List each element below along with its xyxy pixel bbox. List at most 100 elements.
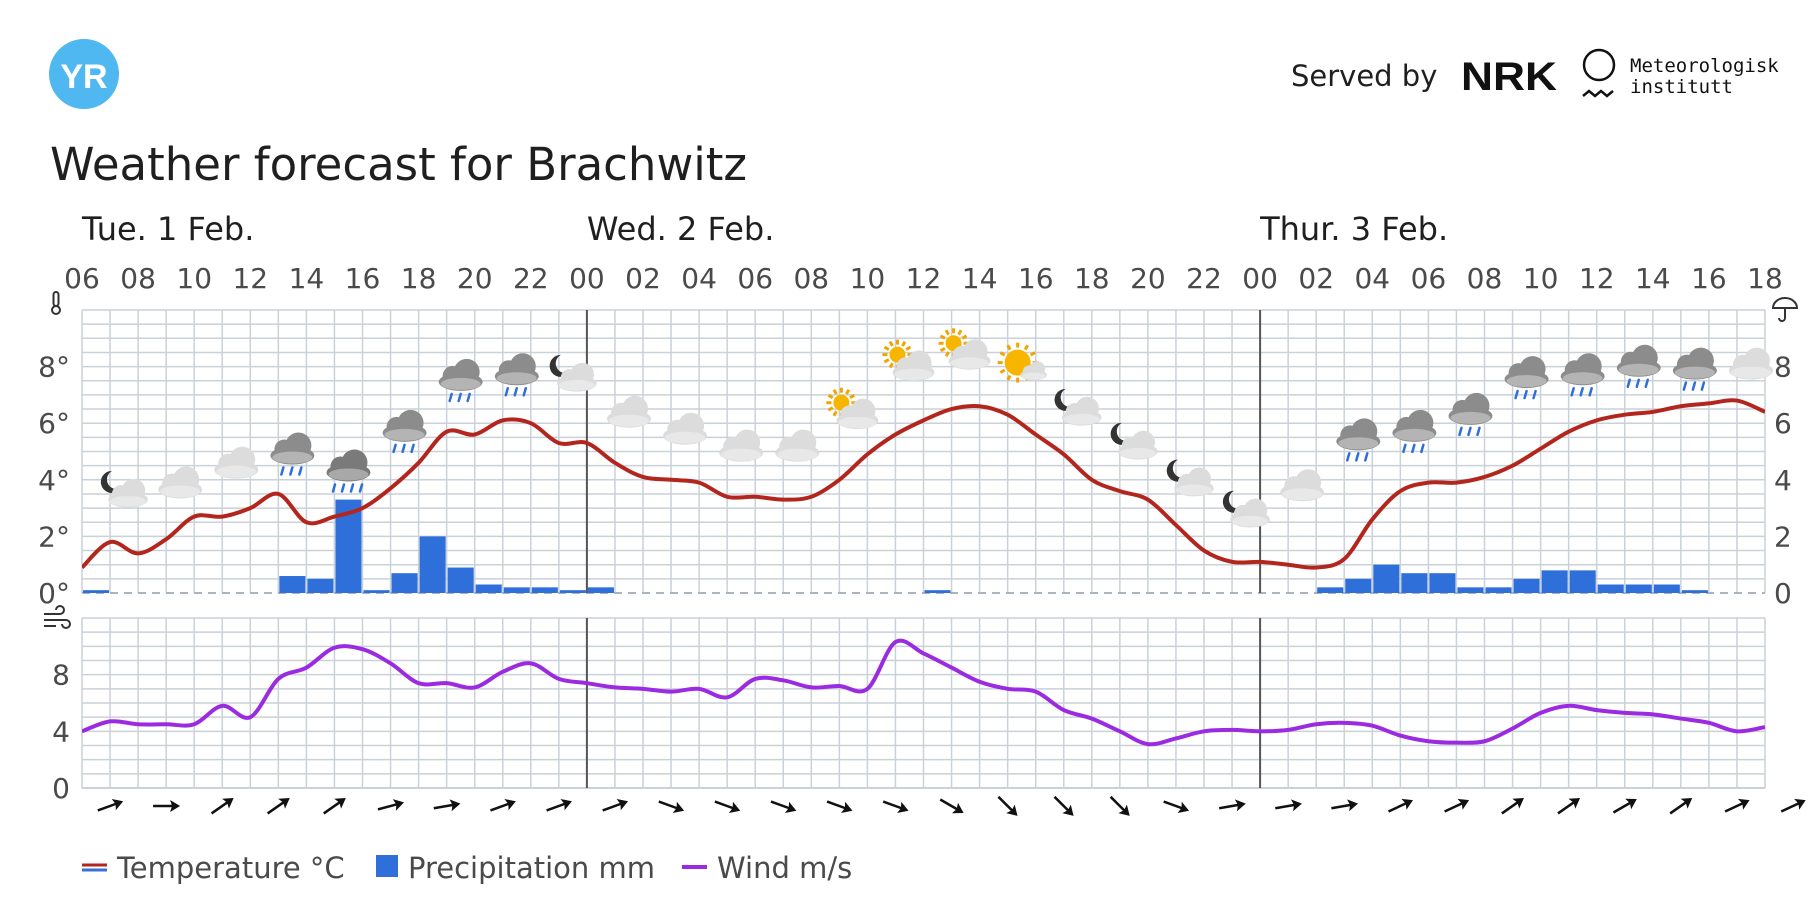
cloud-part — [229, 446, 256, 473]
cloud-part — [328, 468, 369, 481]
cloud-part — [1063, 413, 1100, 425]
met-logo-circle — [1582, 48, 1616, 82]
cloud-shape — [663, 412, 708, 445]
weather-symbol-partly-cloudy-night — [1110, 422, 1158, 460]
cloud-part — [1187, 467, 1212, 491]
yr-logo[interactable]: YR — [49, 39, 119, 109]
arrow-head — [1680, 797, 1693, 809]
weather-symbol-rain — [1336, 418, 1381, 462]
precipitation-bar — [1653, 584, 1680, 593]
weather-symbol-cloudy — [158, 466, 203, 499]
sun-ray — [827, 406, 834, 412]
temperature-tick-label: 4° — [38, 464, 70, 497]
wind-direction-arrow — [1557, 797, 1581, 815]
cloud-shape — [158, 466, 203, 499]
legend: Temperature °C Precipitation mm Wind m/s — [82, 851, 852, 885]
met-logo[interactable]: Meteorologisk institutt — [1582, 48, 1779, 98]
cloud-part — [1730, 366, 1771, 379]
weather-symbol-cloudy — [663, 412, 708, 445]
sun-ray — [961, 334, 968, 340]
cloud-part — [1519, 356, 1546, 383]
wind-direction-arrow — [323, 797, 346, 815]
sun-ray — [999, 368, 1006, 374]
cloud-part — [440, 377, 481, 390]
cloud-part — [850, 398, 876, 424]
cloud-shape — [1061, 396, 1102, 426]
hour-tick-label: 20 — [457, 262, 493, 295]
wind-direction-arrow — [266, 797, 290, 815]
wind-direction-arrow — [1387, 798, 1413, 813]
wind-tick-label: 8 — [52, 659, 70, 692]
cloud-shape — [1616, 344, 1661, 377]
cloud-part — [1175, 484, 1212, 496]
cloud-part — [1131, 430, 1155, 455]
cloud-part — [665, 431, 706, 444]
wind-direction-arrow — [1669, 797, 1693, 815]
wind-arrows — [97, 795, 1806, 816]
nrk-logo[interactable]: NRK — [1461, 55, 1557, 99]
weather-symbol-cloudy — [214, 446, 259, 479]
rain-drop — [1420, 443, 1425, 454]
hour-tick-label: 06 — [64, 262, 100, 295]
cloud-shape — [214, 446, 259, 479]
rain-drop — [349, 483, 355, 493]
cloud-part — [777, 448, 818, 461]
precipitation-bar — [1373, 564, 1400, 593]
wind-direction-arrow — [770, 800, 797, 814]
wind-line — [82, 638, 1765, 747]
wind-direction-arrow — [153, 800, 181, 812]
cloud-part — [906, 350, 932, 376]
cloud-part — [894, 368, 933, 380]
precipitation-bar — [587, 587, 614, 593]
day-labels: Tue. 1 Feb. Wed. 2 Feb. Thur. 3 Feb. — [81, 210, 1448, 248]
rain-drop — [331, 483, 337, 493]
sun-ray — [827, 393, 834, 400]
hour-tick-label: 08 — [120, 262, 156, 295]
moon-shape — [549, 354, 570, 377]
cloud-shape — [1336, 418, 1381, 451]
rain-drop — [1532, 389, 1537, 400]
hour-tick-label: 18 — [401, 262, 437, 295]
wind-axis: 0 4 8 — [52, 659, 70, 805]
cloud-part — [1463, 392, 1490, 419]
sun-ray — [1006, 374, 1012, 381]
wind-direction-arrow — [997, 795, 1018, 816]
rain-drop — [1355, 452, 1360, 462]
hour-tick-label: 00 — [569, 262, 605, 295]
arrow-head — [449, 799, 461, 812]
cloud-part — [1407, 409, 1434, 436]
cloud-part — [1506, 375, 1547, 388]
cloud-part — [558, 379, 595, 391]
wind-direction-arrow — [658, 800, 685, 814]
precipitation-bar — [419, 536, 446, 593]
wind-direction-arrow — [1724, 798, 1750, 813]
rain-drop — [1635, 378, 1641, 389]
cloud-part — [608, 414, 649, 427]
precipitation-bar — [924, 590, 951, 593]
rain-drop — [358, 483, 364, 493]
cloud-shape — [1504, 356, 1549, 389]
weather-symbol-rain — [1448, 392, 1493, 437]
wind-series-line — [82, 638, 1765, 747]
weather-symbol-partly-cloudy-day — [938, 328, 991, 370]
arrow-head — [1290, 799, 1302, 812]
cloud-part — [272, 451, 313, 464]
cloud-shape — [1560, 353, 1605, 386]
weather-symbol-cloudy — [1280, 469, 1325, 502]
arrow-head — [951, 802, 964, 814]
precipitation-bar — [83, 590, 110, 593]
weather-symbol-partly-cloudy-day — [826, 387, 879, 430]
arrow-head — [278, 797, 290, 809]
cloud-part — [121, 478, 146, 503]
rain-drop — [1402, 443, 1407, 454]
cloud-shape — [606, 395, 651, 428]
weather-symbol-rain — [1392, 409, 1437, 454]
hour-tick-label: 06 — [737, 262, 773, 295]
weather-symbol-partly-cloudy-night — [1166, 459, 1214, 497]
day-label: Tue. 1 Feb. — [81, 210, 254, 248]
day-label: Wed. 2 Feb. — [587, 210, 774, 248]
cloud-shape — [1118, 430, 1158, 460]
cloud-shape — [1392, 409, 1437, 442]
arrow-head — [222, 797, 234, 809]
arrow-head — [1118, 804, 1130, 816]
